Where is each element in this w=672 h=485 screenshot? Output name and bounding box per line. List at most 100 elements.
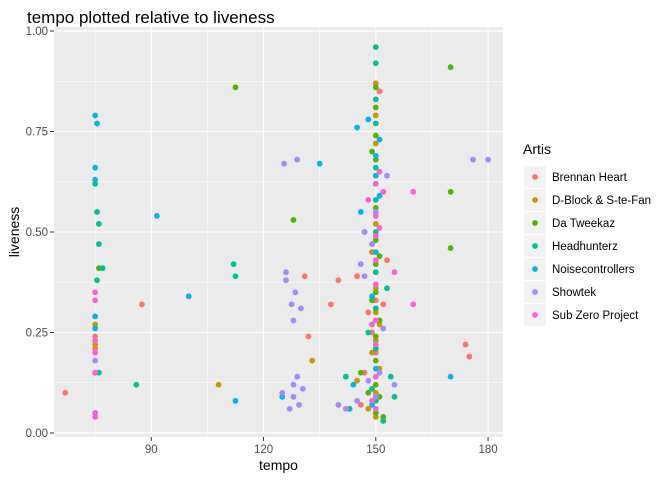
data-point [283,277,289,284]
data-point [350,381,357,388]
data-point [299,385,306,392]
data-point [286,405,293,412]
data-point [290,317,297,324]
data-point [372,164,379,171]
data-point [92,289,99,296]
data-point [92,357,99,364]
data-point [99,265,106,272]
data-point [376,168,383,175]
data-point [372,112,379,119]
x-tick-label: 150 [366,444,385,456]
data-point [369,293,375,300]
data-point [372,393,379,400]
data-point [335,277,342,284]
data-point [447,188,454,195]
data-point [296,401,302,408]
data-point [372,152,379,159]
data-point [380,301,387,308]
data-point [372,172,379,179]
legend-label: Brennan Heart [552,172,628,184]
data-point [92,180,99,187]
data-point [462,341,469,348]
data-point [447,64,454,71]
data-point [380,418,387,424]
data-point [410,188,417,195]
data-point [294,373,301,380]
data-point [288,301,295,308]
data-point [279,389,286,396]
data-point [365,389,372,396]
data-point [369,297,375,304]
data-point [372,209,379,215]
data-point [372,305,379,312]
data-point [92,325,99,332]
data-point [365,196,372,203]
data-point [354,273,360,280]
data-point [376,321,383,328]
data-point [94,209,100,215]
x-tick-label: 90 [145,444,158,456]
data-point [369,397,375,404]
data-point [372,317,379,324]
data-point [365,116,372,123]
data-point [290,393,297,400]
data-point [92,321,99,328]
legend-marker [532,266,538,272]
x-axis: 90 120 150 180 [145,437,498,456]
legend-marker [532,243,538,249]
legend-marker [532,174,538,180]
data-point [357,261,364,268]
data-point [447,373,454,380]
data-point [380,188,387,195]
data-point [376,136,383,143]
data-point [372,414,379,420]
legend-marker [532,197,538,203]
data-point [365,329,372,336]
data-point [372,381,379,388]
plot-panel [54,27,503,437]
legend-label: Noisecontrollers [552,264,635,276]
data-point [387,373,394,380]
data-point [298,305,304,312]
legend-marker [532,220,538,226]
data-point [372,132,379,139]
data-point [372,357,379,364]
data-point [92,313,99,320]
data-point [372,213,379,219]
data-point [369,401,375,408]
data-point [283,269,289,276]
y-axis: 0.00 0.25 0.50 0.75 1.00 [26,26,54,440]
data-point [391,393,398,400]
data-point [372,285,379,292]
x-axis-title: tempo [259,457,298,473]
legend-title: Artis [523,141,551,157]
data-point [354,124,360,131]
data-point [372,221,379,227]
data-point [215,381,222,388]
data-point [372,389,379,396]
legend-label: Showtek [552,287,596,299]
data-point [380,325,387,332]
data-point [372,204,379,211]
legend-label: D-Block & S-te-Fan [552,195,651,207]
data-point [372,257,379,264]
data-point [372,120,379,127]
legend-marker [532,312,538,318]
legend-marker [532,289,538,295]
data-point [232,397,239,404]
data-point [380,414,387,420]
data-point [342,373,349,380]
data-point [372,281,379,288]
data-point [133,381,140,388]
data-point [447,245,454,251]
data-point [354,377,360,384]
data-point [365,405,372,412]
data-point [92,112,99,119]
data-point [92,337,99,344]
data-point [305,333,312,340]
y-axis-title: liveness [6,207,22,258]
data-point [361,229,368,235]
legend-label: Sub Zero Project [552,310,639,322]
data-point [354,397,360,404]
data-point [376,225,383,231]
